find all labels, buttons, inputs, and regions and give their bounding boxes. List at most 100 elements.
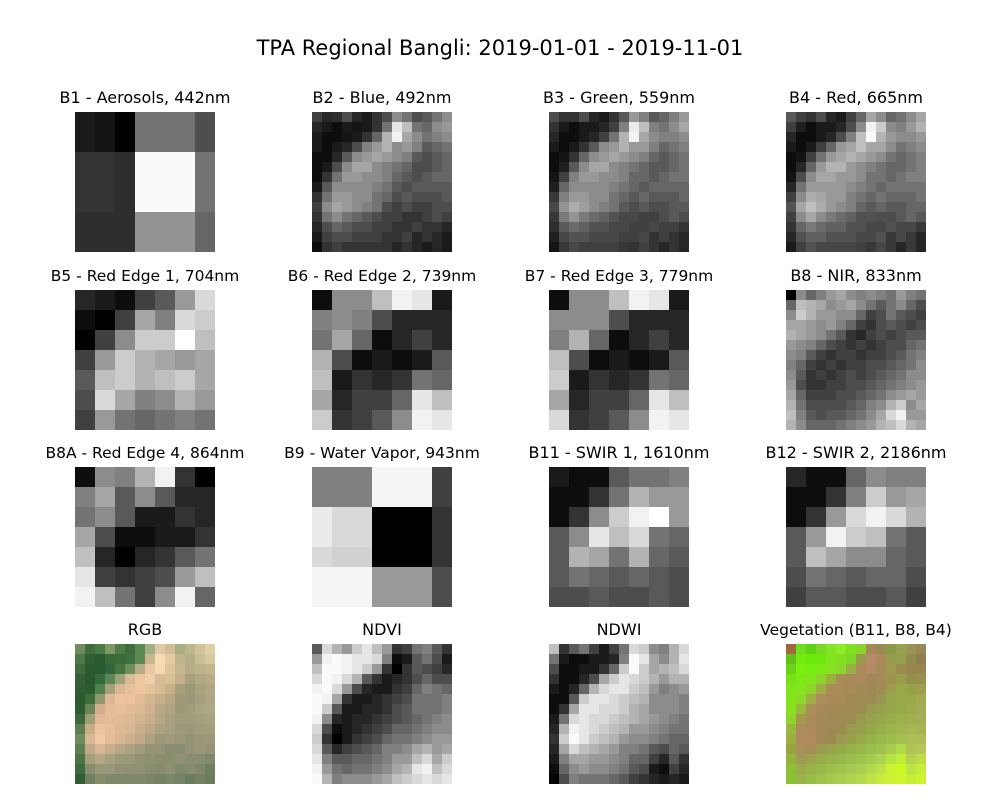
- heatmap-cell: [856, 350, 867, 361]
- heatmap-cell: [432, 390, 452, 411]
- heatmap-cell: [669, 242, 680, 252]
- heatmap-cell: [679, 212, 689, 223]
- heatmap-cell: [836, 684, 847, 695]
- heatmap-cell: [906, 320, 917, 331]
- heatmap-cell: [886, 122, 897, 133]
- heatmap-cell: [906, 232, 917, 243]
- heatmap-cell: [916, 694, 926, 705]
- heatmap-cell: [786, 654, 797, 665]
- heatmap-cell: [579, 694, 590, 705]
- heatmap-cell: [826, 684, 837, 695]
- heatmap-cell: [659, 132, 670, 143]
- heatmap-cell: [85, 694, 96, 705]
- heatmap-cell: [332, 410, 353, 430]
- heatmap-cell: [392, 694, 403, 705]
- heatmap-cell: [372, 764, 383, 775]
- heatmap-cell: [422, 664, 433, 675]
- heatmap-cell: [175, 644, 186, 655]
- heatmap-cell: [85, 774, 96, 784]
- heatmap-cell: [362, 744, 373, 755]
- heatmap-cell: [896, 370, 907, 381]
- heatmap-cell: [95, 694, 106, 705]
- heatmap-cell: [649, 527, 670, 548]
- heatmap-cell: [846, 567, 867, 588]
- heatmap-cell: [312, 290, 333, 311]
- heatmap-cell: [806, 132, 817, 143]
- heatmap-cell: [836, 370, 847, 381]
- heatmap-cell: [155, 734, 166, 745]
- heatmap-cell: [312, 330, 333, 351]
- heatmap-cell: [886, 467, 907, 488]
- heatmap-cell: [195, 754, 206, 765]
- panel-image-b11-swir-1-1610nm: [549, 467, 689, 607]
- heatmap-cell: [145, 704, 156, 715]
- heatmap-cell: [95, 410, 116, 430]
- heatmap-cell: [806, 340, 817, 351]
- heatmap-cell: [816, 320, 827, 331]
- heatmap-cell: [372, 370, 393, 391]
- heatmap-cell: [332, 370, 353, 391]
- heatmap-cell: [886, 654, 897, 665]
- heatmap-cell: [896, 310, 907, 321]
- heatmap-cell: [579, 754, 590, 765]
- heatmap-cell: [609, 714, 620, 725]
- heatmap-cell: [609, 734, 620, 745]
- heatmap-cell: [569, 182, 580, 193]
- heatmap-cell: [332, 507, 353, 528]
- heatmap-cell: [412, 724, 423, 735]
- heatmap-cell: [392, 724, 403, 735]
- heatmap-cell: [906, 410, 917, 421]
- heatmap-cell: [432, 734, 443, 745]
- heatmap-cell: [312, 112, 323, 123]
- heatmap-cell: [786, 467, 807, 488]
- heatmap-cell: [886, 734, 897, 745]
- heatmap-cell: [836, 714, 847, 725]
- heatmap-cell: [886, 704, 897, 715]
- heatmap-cell: [609, 674, 620, 685]
- heatmap-cell: [836, 112, 847, 123]
- heatmap-cell: [886, 764, 897, 775]
- heatmap-cell: [105, 744, 116, 755]
- heatmap-cell: [629, 132, 640, 143]
- heatmap-cell: [916, 232, 926, 243]
- heatmap-cell: [185, 744, 196, 755]
- heatmap-cell: [432, 132, 443, 143]
- heatmap-cell: [312, 132, 323, 143]
- heatmap-cell: [639, 142, 650, 153]
- heatmap-cell: [382, 734, 393, 745]
- heatmap-cell: [906, 587, 926, 607]
- heatmap-cell: [906, 132, 917, 143]
- heatmap-cell: [135, 694, 146, 705]
- heatmap-cell: [85, 684, 96, 695]
- heatmap-cell: [569, 724, 580, 735]
- heatmap-cell: [886, 674, 897, 685]
- heatmap-cell: [135, 764, 146, 775]
- heatmap-cell: [95, 310, 116, 331]
- heatmap-cell: [866, 764, 877, 775]
- heatmap-cell: [856, 724, 867, 735]
- heatmap-cell: [195, 567, 215, 588]
- heatmap-cell: [155, 567, 176, 588]
- heatmap-cell: [816, 350, 827, 361]
- heatmap-cell: [609, 764, 620, 775]
- heatmap-cell: [906, 330, 917, 341]
- heatmap-cell: [422, 122, 433, 133]
- heatmap-cell: [649, 744, 660, 755]
- heatmap-cell: [312, 527, 333, 548]
- heatmap-cell: [135, 644, 146, 655]
- heatmap-cell: [629, 764, 640, 775]
- heatmap-cell: [659, 734, 670, 745]
- heatmap-cell: [609, 152, 620, 163]
- heatmap-cell: [155, 192, 176, 213]
- heatmap-cell: [786, 132, 797, 143]
- heatmap-cell: [362, 664, 373, 675]
- heatmap-cell: [916, 380, 926, 391]
- heatmap-cell: [836, 222, 847, 233]
- heatmap-cell: [372, 232, 383, 243]
- heatmap-cell: [332, 487, 353, 508]
- heatmap-cell: [135, 684, 146, 695]
- heatmap-cell: [599, 694, 610, 705]
- heatmap-cell: [826, 182, 837, 193]
- heatmap-cell: [876, 112, 887, 123]
- heatmap-cell: [135, 112, 156, 133]
